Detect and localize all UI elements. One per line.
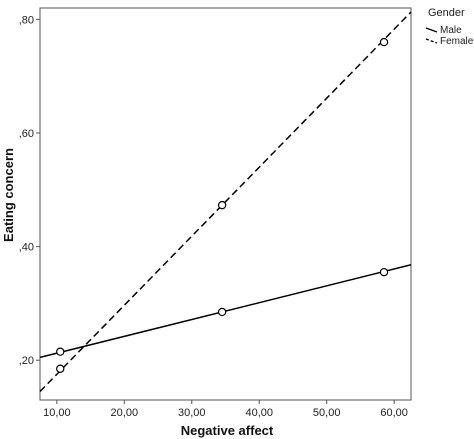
x-tick-label: 10,00 bbox=[43, 407, 71, 419]
data-point-male bbox=[56, 347, 65, 356]
legend-swatch-female bbox=[425, 38, 438, 44]
data-point-female bbox=[379, 37, 389, 47]
x-tick-label: 50,00 bbox=[313, 407, 341, 419]
x-axis: 10,00 20,00 30,00 40,00 50,00 60,00 bbox=[43, 400, 408, 419]
data-point-female bbox=[217, 200, 227, 210]
data-point-female bbox=[56, 364, 65, 373]
series-layer bbox=[39, 11, 412, 393]
y-tick-label: ,40 bbox=[19, 242, 34, 254]
data-point-male bbox=[217, 307, 227, 317]
y-tick-label: ,20 bbox=[19, 355, 34, 367]
legend-label-female: Female bbox=[440, 36, 474, 47]
series-line-female bbox=[39, 11, 412, 393]
x-tick-label: 30,00 bbox=[178, 407, 206, 419]
legend-swatch-male bbox=[425, 27, 438, 33]
y-axis: ,20 ,40 ,60 ,80 bbox=[19, 14, 40, 367]
x-tick-label: 60,00 bbox=[380, 407, 408, 419]
legend-title: Gender bbox=[428, 7, 465, 19]
y-tick-label: ,60 bbox=[19, 128, 34, 140]
x-tick-label: 20,00 bbox=[111, 407, 139, 419]
data-point-male bbox=[379, 267, 389, 277]
x-axis-title: Negative affect bbox=[181, 423, 274, 438]
y-axis-title: Eating concern bbox=[1, 148, 16, 242]
legend-label-male: Male bbox=[440, 25, 462, 36]
y-tick-label: ,80 bbox=[19, 14, 34, 26]
x-tick-label: 40,00 bbox=[245, 407, 273, 419]
